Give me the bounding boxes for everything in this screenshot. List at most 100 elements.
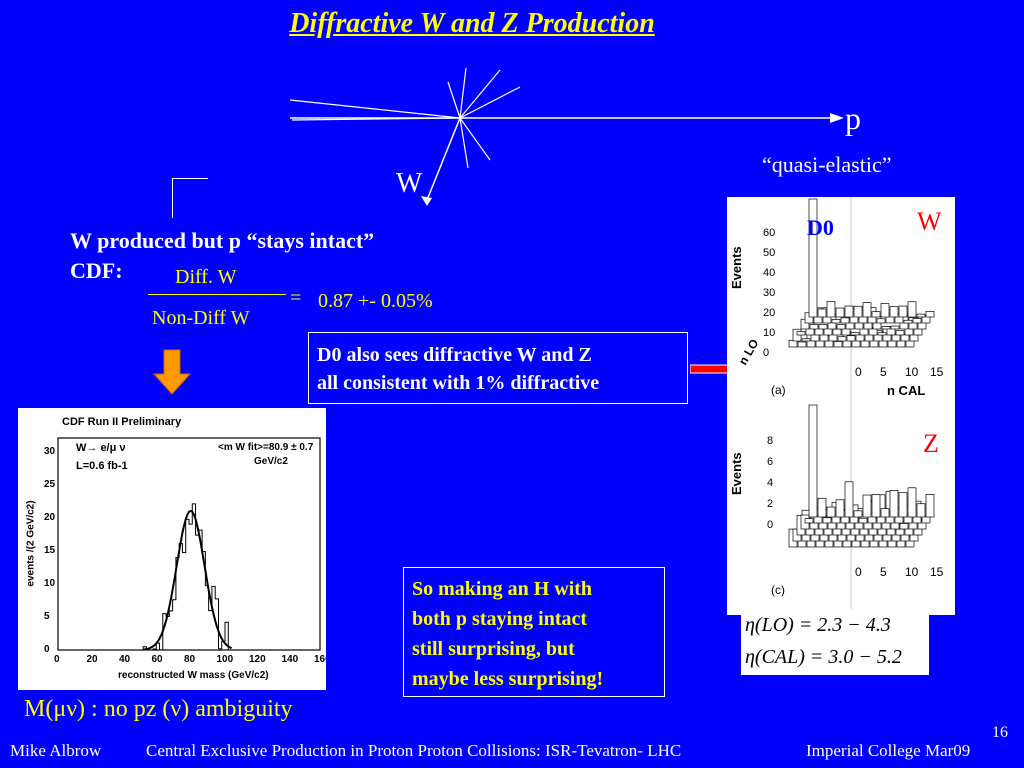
cdf-ylabel: events /(2 GeV/c2) xyxy=(25,500,37,587)
d0-bot-tick-0: 0 xyxy=(767,519,774,531)
cdf-y-tick-20: 20 xyxy=(44,512,56,523)
d0-cal-tick-5: 5 xyxy=(880,365,887,379)
d0-top-tick-50: 50 xyxy=(763,247,776,259)
lego-bar xyxy=(900,334,910,342)
d0-cal-tick-b-5: 5 xyxy=(880,565,887,579)
lego-bar xyxy=(826,506,836,518)
lego-bar xyxy=(889,306,899,318)
fraction-bar xyxy=(148,294,286,295)
cdf-x-tick-160: 160 xyxy=(314,654,326,665)
lego-bar xyxy=(837,336,847,342)
page-number: 16 xyxy=(992,724,1008,741)
lego-bar xyxy=(817,497,827,518)
w-boson-label: W xyxy=(396,168,423,199)
slide-title: Diffractive W and Z Production xyxy=(289,8,655,39)
lego-bar xyxy=(925,311,935,318)
quasi-elastic-label: “quasi-elastic” xyxy=(762,152,892,177)
cdf-lumi-label: L=0.6 fb-1 xyxy=(76,460,128,472)
cdf-w-mass-plot: CDF Run II Preliminary W→ e/μ ν L=0.6 fb… xyxy=(18,408,326,690)
cdf-x-tick-40: 40 xyxy=(119,654,131,665)
d0-cal-tick-0: 0 xyxy=(855,365,862,379)
cdf-decay-label: W→ e/μ ν xyxy=(76,442,126,454)
lego-bar xyxy=(895,528,905,536)
lego-bar xyxy=(835,499,845,518)
d0-top-tick-40: 40 xyxy=(763,267,776,279)
d0-note-line-1: D0 also sees diffractive W and Z xyxy=(317,344,592,366)
footer-author: Mike Albrow xyxy=(10,741,102,760)
lego-bar xyxy=(831,319,841,324)
cdf-xlabel: reconstructed W mass (GeV/c2) xyxy=(118,670,269,681)
lego-bar xyxy=(907,487,917,518)
d0-bot-tick-8: 8 xyxy=(767,435,774,447)
d0-label: D0 xyxy=(807,215,834,240)
d0-lego-plots: D0 W Z Events Events (a) (c) n LO n CAL … xyxy=(727,197,955,615)
d0-top-tick-20: 20 xyxy=(763,307,776,319)
footer-talk: Central Exclusive Production in Proton P… xyxy=(146,741,682,760)
lego-bar xyxy=(925,494,935,518)
lego-bar xyxy=(871,311,881,318)
cdf-plot-frame xyxy=(57,437,321,651)
lego-top-bars xyxy=(788,198,935,348)
lego-bar xyxy=(898,305,908,318)
event-diagram xyxy=(172,67,844,218)
lego-bar xyxy=(796,331,806,336)
lego-bar xyxy=(876,318,886,324)
d0-z-label: Z xyxy=(923,429,939,458)
lego-bar xyxy=(832,328,842,336)
lego-bar xyxy=(844,481,854,518)
footer-venue: Imperial College Mar09 xyxy=(806,741,971,760)
lego-bar xyxy=(826,301,836,318)
d0-a-label: (a) xyxy=(771,383,786,397)
lego-bar xyxy=(880,303,890,318)
lego-bar xyxy=(788,340,798,348)
cdf-y-tick-30: 30 xyxy=(44,446,56,457)
lego-bar xyxy=(833,341,843,348)
cdf-x-tick-80: 80 xyxy=(184,654,196,665)
mass-ambiguity-note: M(μν) : no pz (ν) ambiguity xyxy=(24,696,293,722)
text-line-1: W produced but p “stays intact” xyxy=(70,228,375,253)
d0-cal-tick-b-0: 0 xyxy=(855,565,862,579)
lego-bar xyxy=(858,517,868,524)
lego-bar xyxy=(889,490,899,518)
lego-bar xyxy=(846,335,856,342)
d0-events-bottom: Events xyxy=(729,452,744,495)
d0-top-tick-0: 0 xyxy=(763,347,770,359)
cdf-x-tick-140: 140 xyxy=(281,654,299,665)
lego-bar xyxy=(899,523,909,530)
lego-bar xyxy=(801,338,811,342)
down-arrow-icon xyxy=(152,349,192,395)
d0-bot-tick-2: 2 xyxy=(767,498,774,510)
d0-ncal-label: n CAL xyxy=(887,383,926,398)
lego-bar xyxy=(853,510,863,518)
lego-bar xyxy=(907,301,917,318)
fraction-value: 0.87 +- 0.05% xyxy=(318,290,433,312)
lego-bar xyxy=(808,198,818,318)
d0-cal-tick-10: 10 xyxy=(905,365,919,379)
cdf-y-tick-10: 10 xyxy=(44,578,56,589)
higgs-note-line-3: still surprising, but xyxy=(412,638,575,660)
d0-cal-tick-b-15: 15 xyxy=(930,565,944,579)
lego-bar xyxy=(818,324,828,330)
higgs-note-line-1: So making an H with xyxy=(412,578,593,600)
lego-bar xyxy=(871,494,881,518)
lego-bar xyxy=(895,330,905,336)
eta-lo: η(LO) = 2.3 − 4.3 xyxy=(745,614,891,636)
lego-bar xyxy=(863,322,873,330)
lego-bar xyxy=(881,326,891,330)
fraction-numerator: Diff. W xyxy=(175,266,237,288)
cdf-fit-label: <m W fit>=80.9 ± 0.7 xyxy=(218,442,314,453)
cdf-plot-title: CDF Run II Preliminary xyxy=(62,416,182,428)
lego-bar xyxy=(890,325,900,330)
higgs-note-box: So making an H with both p staying intac… xyxy=(403,567,665,697)
lego-bar xyxy=(916,313,926,318)
lego-bar xyxy=(840,317,850,324)
lego-bar xyxy=(903,319,913,324)
cdf-y-tick-0: 0 xyxy=(44,644,50,655)
text-line-2: CDF: xyxy=(70,258,123,283)
lego-bar xyxy=(862,302,872,318)
d0-c-label: (c) xyxy=(771,583,785,597)
cdf-y-tick-25: 25 xyxy=(44,479,56,490)
eta-ranges: η(LO) = 2.3 − 4.3 η(CAL) = 3.0 − 5.2 xyxy=(741,609,929,675)
lego-bar xyxy=(855,334,865,342)
lego-bar xyxy=(873,329,883,342)
